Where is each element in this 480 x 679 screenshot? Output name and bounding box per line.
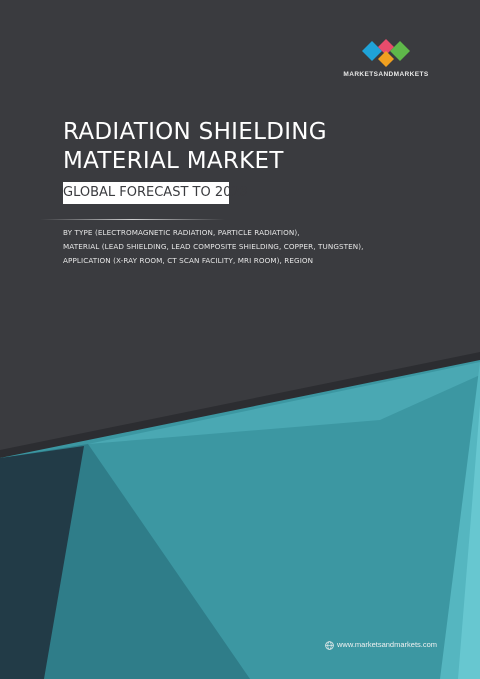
bright-teal-strip (458, 405, 480, 679)
title-line-1: RADIATION SHIELDING (63, 119, 327, 145)
report-title: RADIATION SHIELDING MATERIAL MARKET (63, 118, 327, 176)
website-url[interactable]: www.marketsandmarkets.com (337, 640, 438, 649)
segment-line-3: APPLICATION (X-RAY ROOM, CT SCAN FACILIT… (63, 256, 314, 265)
globe-icon (325, 641, 334, 650)
navy-facet (0, 446, 84, 679)
segment-description: BY TYPE (ELECTROMAGNETIC RADIATION, PART… (63, 226, 473, 268)
forecast-subtitle: GLOBAL FORECAST TO 2028 (63, 182, 248, 204)
divider-line (40, 219, 225, 220)
brand-name: MARKETSANDMARKETS (343, 71, 429, 78)
diamond-cluster-logo-icon (362, 39, 410, 67)
brand-logo: MARKETSANDMARKETS (330, 38, 442, 78)
segment-line-2: MATERIAL (LEAD SHIELDING, LEAD COMPOSITE… (63, 242, 364, 251)
title-line-2: MATERIAL MARKET (63, 148, 284, 174)
teal-top-facet (88, 362, 480, 444)
segment-line-1: BY TYPE (ELECTROMAGNETIC RADIATION, PART… (63, 228, 300, 237)
